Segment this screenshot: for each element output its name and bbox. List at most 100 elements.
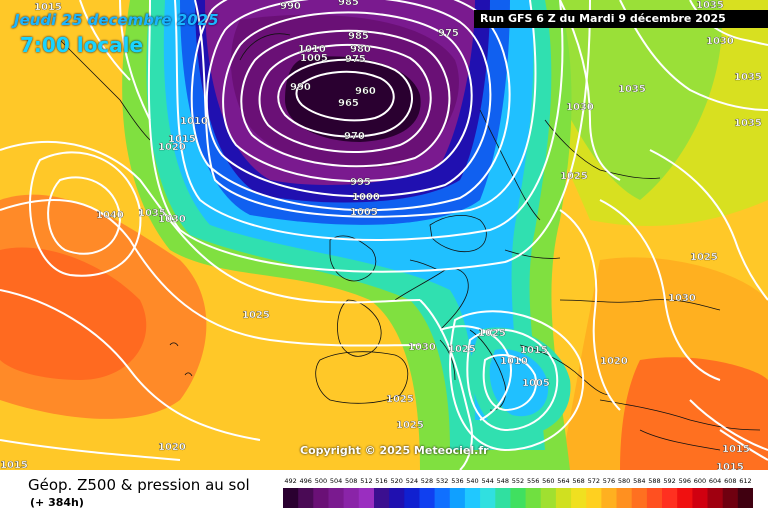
scale-tick-label: 548 [497, 477, 509, 485]
pressure-label: 1020 [600, 356, 628, 367]
scale-tick-label: 504 [330, 477, 342, 485]
pressure-label: 990 [290, 82, 311, 93]
map-canvas: 1015 990 985 1035 975 1010 1005 985 980 … [0, 0, 768, 470]
scale-swatch [722, 488, 739, 508]
forecast-date: Jeudi 25 decembre 2025 [14, 11, 219, 29]
pressure-label: 1025 [242, 310, 270, 321]
scale-swatch [358, 488, 375, 508]
scale-tick-label: 592 [663, 477, 675, 485]
scale-tick-label: 500 [315, 477, 327, 485]
scale-tick-label: 556 [527, 477, 539, 485]
pressure-label: 1035 [734, 72, 762, 83]
scale-swatch [555, 488, 572, 508]
pressure-label: 1010 [298, 44, 326, 55]
scale-tick-label: 544 [481, 477, 493, 485]
scale-swatch [480, 488, 496, 508]
scale-tick-label: 528 [421, 477, 433, 485]
scale-swatch [662, 488, 678, 508]
forecast-time: 7:00 locale [20, 33, 144, 57]
scale-swatch [328, 488, 345, 508]
scale-tick-label: 604 [709, 477, 721, 485]
pressure-label: 1015 [34, 2, 62, 13]
pressure-label: 1015 [0, 460, 28, 470]
scale-swatch [298, 488, 314, 508]
scale-tick-label: 564 [557, 477, 569, 485]
scale-swatch [692, 488, 709, 508]
pressure-label: 985 [348, 31, 369, 42]
scale-swatch [646, 488, 663, 508]
legend-title: Géop. Z500 & pression au sol [28, 476, 250, 494]
scale-tick-label: 588 [648, 477, 660, 485]
legend-panel: Géop. Z500 & pression au sol (+ 384h) 49… [0, 470, 768, 512]
scale-swatch [404, 488, 420, 508]
scale-swatch [631, 488, 648, 508]
low-core [285, 56, 421, 142]
pressure-label: 980 [350, 44, 371, 55]
scale-tick-label: 516 [375, 477, 387, 485]
scale-swatch [571, 488, 587, 508]
pressure-label: 1020 [158, 442, 186, 453]
scale-swatch [540, 488, 557, 508]
pressure-label: 1005 [522, 378, 550, 389]
scale-swatch [389, 488, 405, 508]
pressure-label: 960 [355, 86, 376, 97]
scale-swatch [495, 488, 511, 508]
scale-swatch [707, 488, 724, 508]
pressure-label: 1000 [352, 192, 380, 203]
pressure-label: 1030 [158, 214, 186, 225]
pressure-label: 1040 [96, 210, 124, 221]
pressure-label: 1025 [396, 420, 424, 431]
pressure-label: 1025 [448, 344, 476, 355]
copyright: Copyright © 2025 Meteociel.fr [300, 444, 489, 457]
green-zone-ne [520, 0, 722, 200]
scale-swatch [510, 488, 527, 508]
scale-tick-label: 532 [436, 477, 448, 485]
pressure-label: 965 [338, 98, 359, 109]
pressure-label: 1035 [696, 0, 724, 11]
scale-tick-label: 572 [588, 477, 600, 485]
scale-tick-label: 540 [466, 477, 478, 485]
scale-swatch [616, 488, 633, 508]
pressure-label: 1005 [350, 207, 378, 218]
scale-tick-label: 584 [633, 477, 645, 485]
pressure-label: 1015 [716, 462, 744, 470]
scale-swatch [419, 488, 436, 508]
scale-tick-label: 568 [572, 477, 584, 485]
pressure-label: 1030 [706, 36, 734, 47]
hot-zone-east [620, 357, 768, 470]
pressure-label: 1025 [386, 394, 414, 405]
scale-tick-label: 552 [512, 477, 524, 485]
pressure-label: 1035 [734, 118, 762, 129]
scale-swatch [737, 488, 753, 508]
pressure-label: 990 [280, 1, 301, 12]
pressure-label: 970 [344, 131, 365, 142]
scale-swatch [525, 488, 542, 508]
pressure-label: 1015 [168, 134, 196, 145]
scale-swatch [677, 488, 693, 508]
scale-tick-label: 512 [360, 477, 372, 485]
scale-swatch [343, 488, 360, 508]
scale-tick-label: 496 [299, 477, 311, 485]
scale-tick-label: 612 [739, 477, 751, 485]
pressure-label: 1025 [560, 171, 588, 182]
scale-swatch [449, 488, 466, 508]
pressure-label: 1030 [566, 102, 594, 113]
scale-swatch [586, 488, 602, 508]
pressure-labels: 1015 990 985 1035 975 1010 1005 985 980 … [0, 0, 762, 470]
scale-tick-label: 608 [724, 477, 736, 485]
pressure-label: 1005 [300, 53, 328, 64]
pressure-label: 1015 [520, 345, 548, 356]
scale-swatch [313, 488, 329, 508]
pressure-label: 1025 [478, 328, 506, 339]
pressure-label: 1030 [668, 293, 696, 304]
pressure-label: 985 [338, 0, 359, 8]
scale-tick-label: 508 [345, 477, 357, 485]
scale-tick-label: 596 [679, 477, 691, 485]
scale-tick-label: 560 [542, 477, 554, 485]
pressure-label: 1030 [408, 342, 436, 353]
pressure-label: 975 [438, 28, 459, 39]
scale-swatch [434, 488, 451, 508]
scale-swatch [374, 488, 390, 508]
scale-tick-label: 536 [451, 477, 463, 485]
